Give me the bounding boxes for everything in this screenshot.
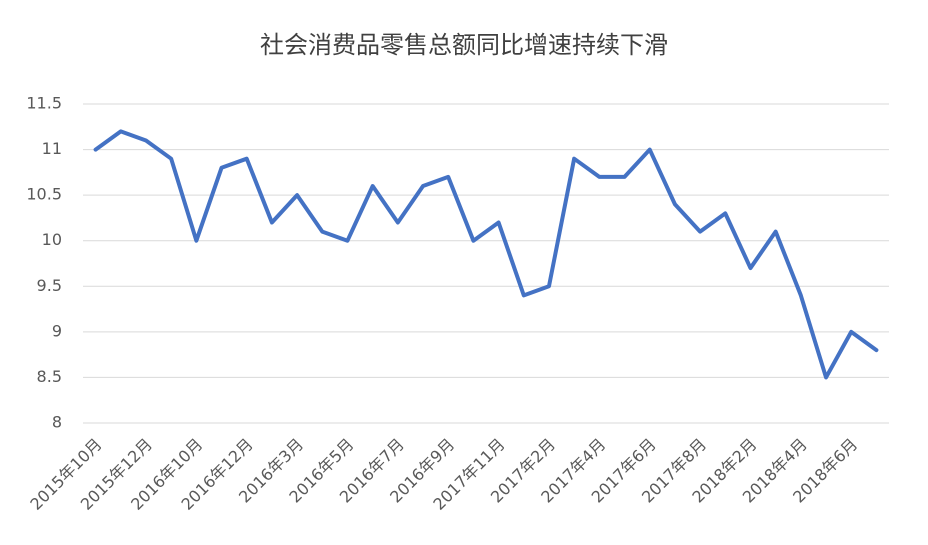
chart-title: 社会消费品零售总额同比增速持续下滑 xyxy=(260,31,668,59)
y-tick-label: 8.5 xyxy=(37,367,62,386)
y-tick-label: 11.5 xyxy=(26,94,62,113)
y-tick-label: 9.5 xyxy=(37,276,62,295)
data-line xyxy=(93,129,879,380)
y-tick-label: 9 xyxy=(52,321,62,340)
y-tick-label: 8 xyxy=(52,413,62,432)
y-tick-label: 10.5 xyxy=(26,185,62,204)
y-tick-label: 11 xyxy=(42,139,62,158)
y-tick-label: 10 xyxy=(42,230,62,249)
